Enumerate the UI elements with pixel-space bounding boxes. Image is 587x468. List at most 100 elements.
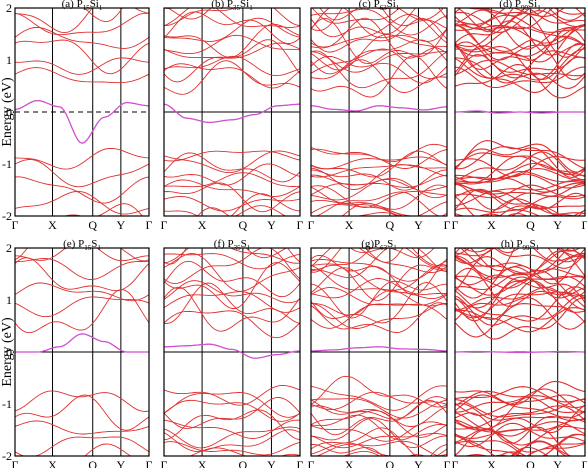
conduction-band bbox=[455, 248, 585, 281]
conduction-band bbox=[455, 267, 585, 307]
conduction-band bbox=[164, 60, 300, 95]
conduction-band bbox=[15, 248, 149, 262]
valence-band bbox=[455, 198, 585, 216]
conduction-band bbox=[455, 25, 585, 61]
conduction-band bbox=[455, 66, 585, 89]
valence-band bbox=[164, 392, 300, 418]
conduction-band bbox=[455, 248, 585, 269]
conduction-band bbox=[15, 296, 149, 318]
k-point-label: Q bbox=[239, 458, 248, 468]
conduction-band bbox=[459, 248, 570, 272]
conduction-band bbox=[15, 12, 149, 36]
conduction-band bbox=[15, 26, 149, 49]
valence-band bbox=[311, 150, 447, 178]
valence-band bbox=[455, 207, 585, 216]
conduction-band bbox=[311, 302, 447, 329]
conduction-band bbox=[311, 8, 447, 36]
valence-band bbox=[15, 420, 149, 435]
conduction-band bbox=[455, 20, 585, 56]
k-point-label: Γ bbox=[444, 218, 451, 232]
conduction-band bbox=[455, 272, 585, 299]
band-panel-a: Γ X Q Y Γ (a) P15Si1 bbox=[12, 0, 153, 232]
conduction-band bbox=[164, 248, 300, 285]
valence-band bbox=[15, 147, 149, 170]
conduction-band bbox=[455, 286, 585, 311]
valence-band bbox=[455, 388, 585, 413]
panel-title: (e) P15S1 bbox=[63, 238, 101, 252]
conduction-band bbox=[455, 53, 585, 89]
conduction-band bbox=[486, 8, 548, 15]
k-point-label: Γ bbox=[161, 218, 168, 232]
valence-band bbox=[455, 426, 585, 456]
k-point-label: X bbox=[345, 458, 354, 468]
conduction-band bbox=[311, 13, 447, 48]
conduction-band bbox=[164, 42, 300, 59]
y-tick-label: 0 bbox=[6, 105, 12, 119]
k-point-label: Y bbox=[553, 458, 562, 468]
conduction-band bbox=[455, 24, 585, 44]
conduction-band bbox=[311, 264, 447, 301]
valence-band bbox=[164, 150, 300, 174]
valence-band bbox=[341, 215, 346, 216]
valence-band bbox=[455, 146, 585, 170]
valence-band bbox=[455, 440, 585, 456]
gap-state-band bbox=[455, 110, 585, 114]
conduction-band bbox=[164, 23, 300, 58]
conduction-band bbox=[455, 39, 585, 81]
conduction-band bbox=[164, 260, 300, 298]
y-tick-label: 0 bbox=[6, 345, 12, 359]
valence-band bbox=[15, 390, 149, 412]
conduction-band bbox=[15, 67, 149, 84]
valence-band bbox=[311, 414, 447, 441]
valence-band bbox=[506, 212, 528, 216]
conduction-band bbox=[15, 57, 149, 75]
valence-band bbox=[164, 419, 300, 439]
panel-title: (h) P99S1 bbox=[501, 238, 540, 252]
valence-band bbox=[311, 427, 447, 456]
y-tick-label: 2 bbox=[6, 1, 12, 15]
conduction-band bbox=[311, 302, 447, 333]
conduction-band bbox=[311, 289, 447, 316]
k-point-label: Y bbox=[414, 218, 423, 232]
k-point-label: Γ bbox=[582, 458, 587, 468]
conduction-band bbox=[164, 8, 300, 28]
conduction-band bbox=[455, 248, 585, 264]
valence-band bbox=[455, 425, 585, 446]
conduction-band bbox=[164, 63, 300, 89]
valence-band bbox=[15, 159, 149, 188]
conduction-band bbox=[164, 17, 300, 42]
k-point-label: Q bbox=[386, 458, 395, 468]
conduction-band bbox=[455, 266, 585, 299]
band-panel-h: Γ X Q Y Γ (h) P99S1 bbox=[452, 238, 587, 468]
conduction-band bbox=[311, 281, 447, 324]
valence-band bbox=[455, 168, 585, 181]
conduction-band bbox=[164, 262, 300, 309]
valence-band bbox=[314, 440, 441, 456]
gap-state-band bbox=[311, 105, 447, 112]
band-panel-d: Γ X Q Y Γ (d) P99Si1 bbox=[452, 0, 587, 232]
k-point-label: X bbox=[198, 218, 207, 232]
valence-band bbox=[455, 416, 585, 431]
y-axis-title: Energy (eV) bbox=[0, 77, 15, 147]
conduction-band bbox=[311, 8, 447, 32]
k-point-label: Q bbox=[526, 458, 535, 468]
conduction-band bbox=[455, 9, 585, 50]
k-point-label: X bbox=[198, 458, 207, 468]
gap-state-band bbox=[15, 99, 149, 144]
panel-title: (a) P15Si1 bbox=[62, 0, 103, 12]
panel-title: (d) P99Si1 bbox=[499, 0, 541, 12]
conduction-band bbox=[455, 280, 585, 321]
conduction-band bbox=[455, 276, 585, 309]
conduction-band bbox=[455, 250, 585, 286]
valence-band bbox=[510, 446, 550, 456]
valence-band bbox=[164, 150, 300, 162]
gap-state-band bbox=[164, 343, 300, 359]
conduction-band bbox=[455, 64, 585, 99]
valence-band bbox=[164, 429, 300, 452]
conduction-band bbox=[455, 41, 585, 73]
valence-band bbox=[64, 203, 143, 216]
conduction-band bbox=[164, 55, 300, 77]
conduction-band bbox=[455, 8, 585, 30]
conduction-band bbox=[311, 48, 447, 80]
panel-title: (f) P35S1 bbox=[214, 238, 251, 252]
